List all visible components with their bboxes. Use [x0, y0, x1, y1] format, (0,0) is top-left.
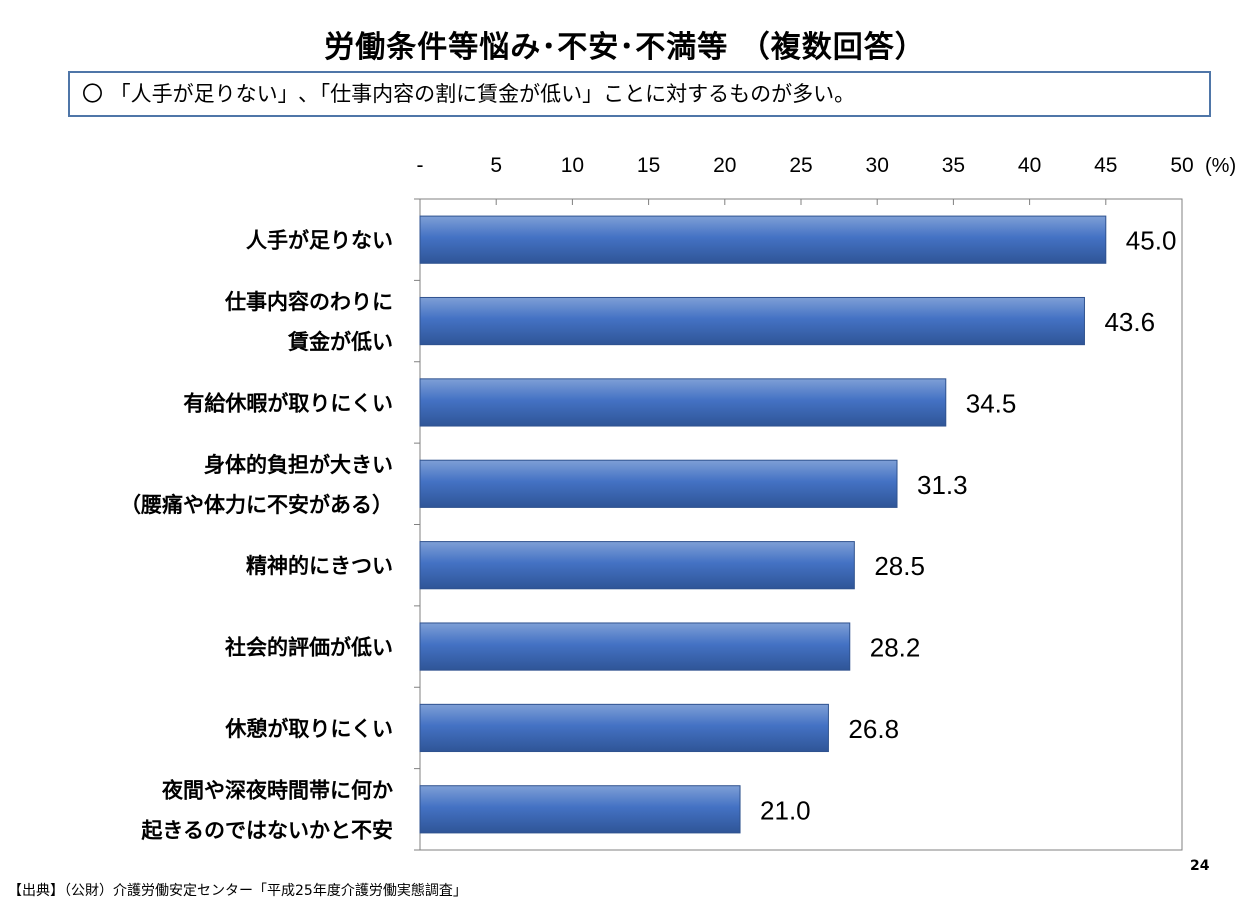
x-tick-label: 35	[942, 154, 965, 177]
x-tick-label: 10	[561, 154, 584, 177]
category-label: 社会的評価が低い	[224, 636, 393, 660]
x-tick-label: -	[417, 154, 424, 177]
bar-series	[419, 215, 1107, 834]
summary-text: 〇 「人手が足りない」､「仕事内容の割に賃金が低い」ことに対するものが多い。	[82, 82, 856, 106]
bar	[419, 378, 947, 427]
plot-area	[419, 198, 1183, 851]
data-label: 34.5	[966, 388, 1017, 418]
category-label: 有給休暇が取りにくい	[183, 391, 393, 415]
page-title: 労働条件等悩み･不安･不満等 （複数回答）	[324, 30, 926, 65]
category-label: 精神的にきつい	[246, 554, 393, 578]
bar	[419, 541, 855, 590]
data-label: 45.0	[1126, 226, 1177, 256]
x-tick-label: 25	[789, 154, 812, 177]
data-label: 31.3	[917, 470, 968, 500]
category-label: 人手が足りない	[246, 229, 393, 253]
category-label: 賃金が低い	[287, 330, 393, 354]
data-label: 28.5	[874, 551, 925, 581]
bar	[419, 215, 1107, 264]
category-label: 起きるのではないかと不安	[140, 818, 393, 842]
data-label: 26.8	[848, 714, 899, 744]
bar	[419, 703, 829, 753]
category-label: 仕事内容のわりに	[224, 290, 393, 314]
category-label: 休憩が取りにくい	[224, 717, 393, 741]
bar	[419, 296, 1085, 346]
category-label: 身体的負担が大きい	[204, 453, 393, 477]
data-label: 43.6	[1104, 307, 1155, 337]
x-tick-label: 40	[1018, 154, 1041, 177]
x-tick-label: 15	[637, 154, 660, 177]
x-tick-label: 20	[713, 154, 736, 177]
source-note: 【出典】（公財）介護労働安定センター「平成25年度介護労働実態調査」	[8, 883, 467, 899]
summary-box: 〇 「人手が足りない」､「仕事内容の割に賃金が低い」ことに対するものが多い。	[68, 71, 1211, 117]
x-tick-label: 50	[1170, 154, 1193, 177]
bar	[419, 622, 851, 671]
category-label: 夜間や深夜時間帯に何か	[161, 778, 393, 802]
data-label: 21.0	[760, 795, 811, 825]
bar	[419, 785, 741, 834]
data-labels: 45.0 43.6 34.5 31.3 28.5 28.2 26.8 21.0	[760, 226, 1176, 826]
data-label: 28.2	[870, 633, 921, 663]
category-label: （腰痛や体力に不安がある）	[120, 493, 393, 517]
x-tick-label: 45	[1094, 154, 1117, 177]
page-number: 24	[1190, 858, 1210, 874]
x-tick-label: 30	[866, 154, 889, 177]
bar	[419, 459, 898, 508]
x-axis: - 5 10 15 20 25 30 35 40 45 50	[417, 154, 1194, 205]
x-tick-label: 5	[490, 154, 502, 177]
unit-label: (%)	[1205, 155, 1236, 177]
category-axis	[414, 198, 420, 851]
